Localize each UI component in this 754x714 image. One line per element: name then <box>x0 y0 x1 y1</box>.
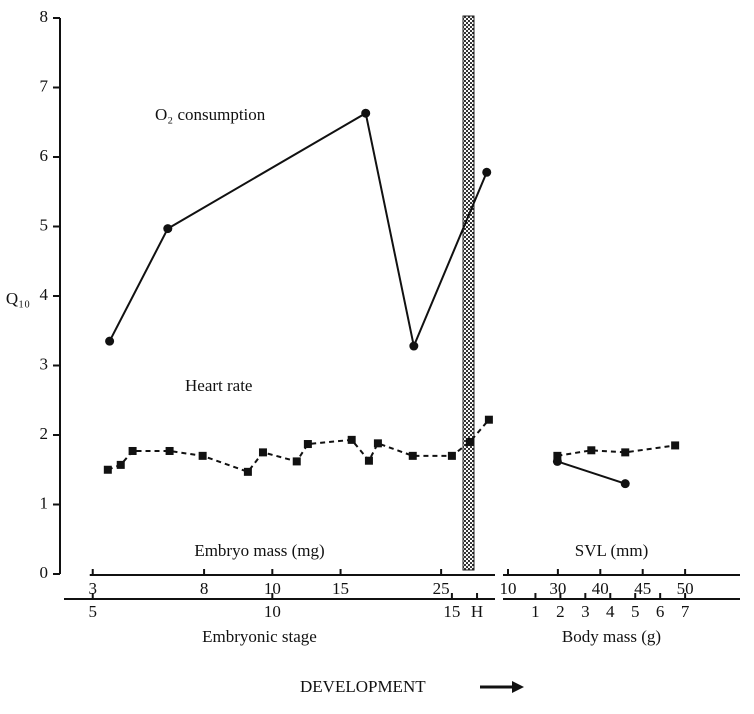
hatching-band <box>462 15 475 571</box>
point <box>552 456 562 466</box>
x-tick-label: 15 <box>332 579 349 598</box>
x-tick-label: 3 <box>581 602 590 621</box>
y-tick-label: 3 <box>40 354 49 373</box>
x-axis-label: Embryo mass (mg) <box>194 541 324 560</box>
point <box>621 448 630 457</box>
point <box>347 435 356 444</box>
point <box>198 451 207 460</box>
y-tick-label: 7 <box>40 76 49 95</box>
x-tick-label: 10 <box>264 579 281 598</box>
x-tick-label: 5 <box>631 602 640 621</box>
y-tick-label: 6 <box>40 146 49 165</box>
point <box>553 451 562 460</box>
point <box>408 451 417 460</box>
series-line <box>557 444 676 457</box>
x-tick-label: 30 <box>549 579 566 598</box>
point <box>163 224 173 234</box>
x-tick-label: 10 <box>499 579 516 598</box>
point <box>482 167 492 177</box>
point <box>303 440 312 449</box>
footer: DEVELOPMENT <box>300 677 426 696</box>
y-tick-label: 1 <box>40 493 49 512</box>
y-tick-label: 2 <box>40 424 49 443</box>
point <box>292 457 301 466</box>
x-tick-label: 4 <box>606 602 615 621</box>
x-tick-label: 7 <box>681 602 690 621</box>
x-tick-label: 6 <box>656 602 665 621</box>
x-tick-label: 45 <box>634 579 651 598</box>
point <box>447 451 456 460</box>
series-line <box>557 460 626 485</box>
x-tick-label: 8 <box>200 579 209 598</box>
annotation: Heart rate <box>185 376 252 395</box>
x-tick-label: 2 <box>556 602 565 621</box>
point <box>587 446 596 455</box>
y-axis-label: Q₁₀ <box>6 289 30 308</box>
point <box>671 441 680 450</box>
x-tick-label: 50 <box>677 579 694 598</box>
x-tick-label: 5 <box>88 602 97 621</box>
point <box>484 415 493 424</box>
y-tick-label: 0 <box>40 563 49 582</box>
point <box>128 446 137 455</box>
point <box>103 465 112 474</box>
y-tick-label: 5 <box>40 215 49 234</box>
x-tick-label: 10 <box>264 602 281 621</box>
y-tick-label: 8 <box>40 7 49 26</box>
point <box>165 446 174 455</box>
point <box>361 108 371 118</box>
arrow-head <box>512 681 524 693</box>
annotation: O₂ consumption <box>155 105 266 124</box>
point <box>116 460 125 469</box>
x-tick-label: 40 <box>592 579 609 598</box>
x-tick-label: 25 <box>433 579 450 598</box>
point <box>105 336 115 346</box>
point <box>243 467 252 476</box>
point <box>364 456 373 465</box>
x-tick-label: 1 <box>531 602 540 621</box>
x-tick-label: 15 <box>443 602 460 621</box>
point <box>373 439 382 448</box>
point <box>409 341 419 351</box>
x-axis-label: SVL (mm) <box>575 541 649 560</box>
y-tick-label: 4 <box>40 285 49 304</box>
point <box>620 479 630 489</box>
x-axis-label: Embryonic stage <box>202 627 317 646</box>
point <box>465 437 474 446</box>
x-tick-label: H <box>471 602 483 621</box>
point <box>258 448 267 457</box>
series-line <box>107 419 490 474</box>
x-tick-label: 3 <box>88 579 97 598</box>
x-axis-label: Body mass (g) <box>562 627 661 646</box>
